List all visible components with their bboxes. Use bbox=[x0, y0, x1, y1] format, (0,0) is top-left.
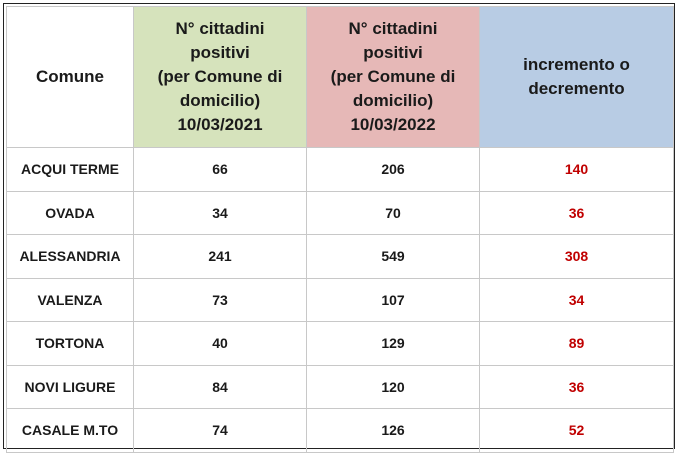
header-2021: N° cittadini positivi (per Comune di dom… bbox=[133, 6, 307, 148]
header-2022-line: N° cittadini bbox=[348, 19, 438, 38]
header-incremento-line: decremento bbox=[528, 79, 625, 98]
cell-2022: 107 bbox=[306, 277, 480, 322]
cell-comune: NOVI LIGURE bbox=[6, 364, 134, 409]
table-row: ACQUI TERME 66 206 140 bbox=[6, 147, 674, 192]
cell-2021: 34 bbox=[133, 190, 307, 235]
cell-delta: 89 bbox=[479, 321, 674, 366]
table-row: CASALE M.TO 74 126 52 bbox=[6, 408, 674, 453]
cell-2021: 84 bbox=[133, 364, 307, 409]
header-2021-line: N° cittadini bbox=[175, 19, 265, 38]
cell-delta: 140 bbox=[479, 147, 674, 192]
cell-2021: 74 bbox=[133, 408, 307, 453]
header-2022: N° cittadini positivi (per Comune di dom… bbox=[306, 6, 480, 148]
header-2022-line: (per Comune di bbox=[330, 67, 456, 86]
header-2021-line: positivi bbox=[190, 43, 250, 62]
cell-2022: 70 bbox=[306, 190, 480, 235]
table-row: TORTONA 40 129 89 bbox=[6, 321, 674, 366]
cell-delta: 34 bbox=[479, 277, 674, 322]
table-row: OVADA 34 70 36 bbox=[6, 190, 674, 235]
data-table: Comune N° cittadini positivi (per Comune… bbox=[6, 6, 674, 453]
cell-delta: 36 bbox=[479, 364, 674, 409]
header-comune-label: Comune bbox=[36, 67, 104, 86]
header-incremento: incremento o decremento bbox=[479, 6, 674, 148]
cell-comune: OVADA bbox=[6, 190, 134, 235]
cell-2021: 73 bbox=[133, 277, 307, 322]
cell-2021: 66 bbox=[133, 147, 307, 192]
cell-comune: VALENZA bbox=[6, 277, 134, 322]
header-2021-line: domicilio) bbox=[179, 91, 261, 110]
header-comune: Comune bbox=[6, 6, 134, 148]
table-row: ALESSANDRIA 241 549 308 bbox=[6, 234, 674, 279]
cell-comune: ALESSANDRIA bbox=[6, 234, 134, 279]
header-2021-line: (per Comune di bbox=[157, 67, 283, 86]
header-2022-date: 10/03/2022 bbox=[350, 115, 436, 134]
table-frame: Comune N° cittadini positivi (per Comune… bbox=[3, 3, 675, 453]
header-incremento-line: incremento o bbox=[523, 55, 630, 74]
cell-delta: 52 bbox=[479, 408, 674, 453]
cell-2022: 549 bbox=[306, 234, 480, 279]
cell-2021: 241 bbox=[133, 234, 307, 279]
header-2022-line: positivi bbox=[363, 43, 423, 62]
cell-2021: 40 bbox=[133, 321, 307, 366]
header-2021-date: 10/03/2021 bbox=[177, 115, 263, 134]
header-row: Comune N° cittadini positivi (per Comune… bbox=[6, 6, 674, 148]
cell-delta: 36 bbox=[479, 190, 674, 235]
header-2022-line: domicilio) bbox=[352, 91, 434, 110]
cell-comune: CASALE M.TO bbox=[6, 408, 134, 453]
cell-comune: TORTONA bbox=[6, 321, 134, 366]
cell-delta: 308 bbox=[479, 234, 674, 279]
table-row: NOVI LIGURE 84 120 36 bbox=[6, 364, 674, 409]
cell-2022: 120 bbox=[306, 364, 480, 409]
cell-2022: 129 bbox=[306, 321, 480, 366]
table-row: VALENZA 73 107 34 bbox=[6, 277, 674, 322]
cell-2022: 126 bbox=[306, 408, 480, 453]
cell-comune: ACQUI TERME bbox=[6, 147, 134, 192]
cell-2022: 206 bbox=[306, 147, 480, 192]
